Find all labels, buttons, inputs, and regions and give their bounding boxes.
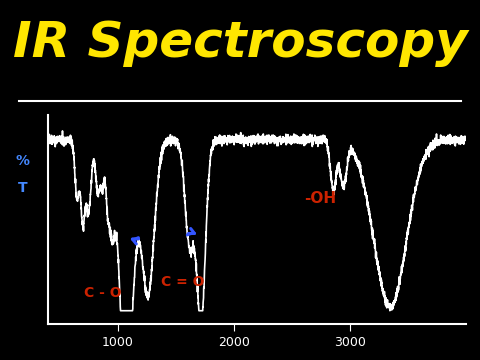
Text: C = O: C = O: [161, 275, 204, 289]
Text: -OH: -OH: [304, 191, 336, 206]
Text: C - O: C - O: [84, 286, 121, 300]
Text: %: %: [16, 154, 30, 168]
Text: IR Spectroscopy: IR Spectroscopy: [12, 19, 468, 67]
Text: T: T: [18, 181, 28, 195]
